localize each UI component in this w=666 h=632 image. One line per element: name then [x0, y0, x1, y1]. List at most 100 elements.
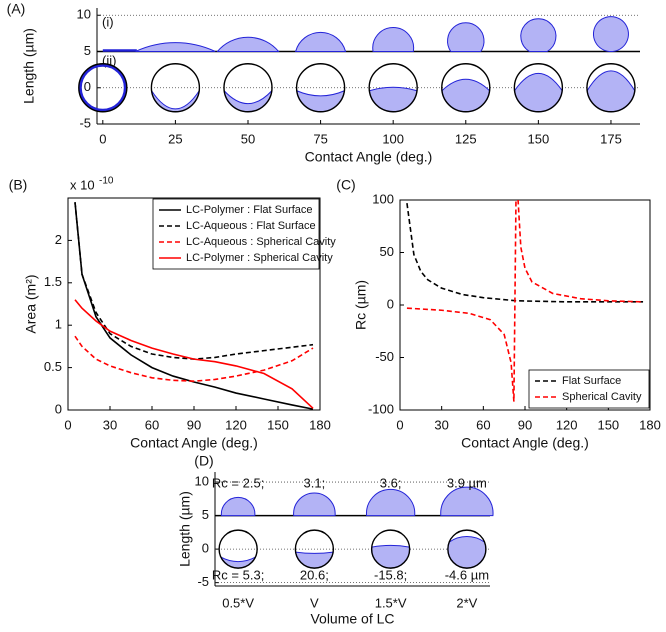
y-multiplier: x 10	[70, 177, 95, 192]
legend-label: Flat Surface	[562, 375, 621, 387]
rc-label: 3.1;	[304, 475, 326, 490]
panel: (C) -100 -50 0 50 100 0 30 60 90 120 150 180 Contact …	[336, 177, 661, 451]
axes-frame	[399, 199, 651, 411]
y-tick-label: 2	[55, 232, 62, 247]
y-tick-label: 5	[202, 507, 209, 522]
x-tick-label: 125	[455, 131, 477, 146]
x-axis-label: Contact Angle (deg.)	[305, 149, 433, 165]
drop	[220, 496, 256, 517]
x-tick-label: 120	[556, 417, 578, 432]
panel-label: (D)	[194, 453, 213, 469]
x-tick-label: 150	[267, 417, 289, 432]
cavity-drop	[371, 544, 411, 569]
series-line	[406, 203, 644, 303]
legend-label: LC-Aqueous : Flat Surface	[186, 220, 316, 232]
y-tick-label: -5	[79, 115, 91, 130]
y-tick-label: 1	[55, 317, 62, 332]
x-tick-label: 175	[600, 131, 622, 146]
x-tick-label: 90	[187, 417, 201, 432]
legend-label: LC-Aqueous : Spherical Cavity	[186, 236, 336, 248]
drop	[593, 16, 629, 52]
panel-label: (A)	[7, 1, 26, 17]
cavity-drop	[368, 86, 418, 113]
y-tick-label: 50	[380, 244, 394, 259]
cavity	[150, 63, 201, 113]
rc-label: 3.6;	[380, 475, 402, 490]
panel: (B) 0 0.5 1 1.5 2 0 30 60 90 120 150 180 Contact Angl…	[9, 176, 337, 451]
y-tick-label: 10	[195, 473, 209, 488]
rc-label: Rc = 2.5;	[212, 475, 264, 490]
x-tick-label: 1.5*V	[375, 595, 407, 610]
y-tick-label: 10	[77, 7, 91, 22]
rc-label: Rc = 5.3;	[212, 567, 264, 582]
x-tick-label: 0	[64, 417, 71, 432]
y-tick-label: 100	[372, 191, 394, 206]
x-tick-label: 0	[99, 131, 106, 146]
panel-label: (B)	[9, 177, 28, 193]
y-tick-label: 0.5	[44, 359, 62, 374]
cavity	[78, 63, 128, 113]
x-tick-label: 100	[382, 131, 404, 146]
drop	[293, 492, 336, 517]
x-tick-label: 75	[313, 131, 327, 146]
cavity-drop	[295, 551, 334, 569]
x-tick-label: 30	[103, 417, 117, 432]
y-axis-label: Area (m²)	[23, 274, 39, 333]
x-tick-label: 150	[597, 417, 619, 432]
y-axis-label: Length (µm)	[177, 491, 193, 567]
panel-label: (C)	[336, 177, 355, 193]
cavity-drop	[441, 78, 491, 113]
x-tick-label: 2*V	[456, 595, 477, 610]
y-tick-label: -50	[375, 349, 394, 364]
x-tick-label: 180	[639, 417, 661, 432]
cavity	[368, 63, 418, 113]
row-label: (i)	[102, 14, 114, 29]
cavity-drop	[514, 73, 563, 113]
cavity	[218, 529, 258, 569]
cavity	[294, 529, 335, 569]
x-tick-label: 50	[241, 131, 255, 146]
drop	[372, 27, 415, 52]
y-axis-label: Rc (µm)	[353, 280, 369, 330]
series-line	[74, 335, 314, 382]
x-tick-label: 0.5*V	[222, 595, 254, 610]
drop	[294, 31, 347, 52]
series-line	[74, 299, 314, 409]
cavity-drop	[151, 90, 200, 113]
rc-label: -15.8;	[374, 567, 407, 582]
x-tick-label: 25	[168, 131, 182, 146]
x-tick-label: 30	[434, 417, 448, 432]
cavity-drop	[296, 89, 346, 113]
y-axis-label: Length (µm)	[21, 28, 37, 104]
cavity	[441, 63, 491, 113]
drop	[520, 18, 557, 52]
y-tick-label: 5	[84, 43, 91, 58]
x-tick-label: V	[310, 595, 319, 610]
x-tick-label: 60	[145, 417, 159, 432]
drop	[216, 36, 280, 52]
drop	[135, 42, 216, 52]
cavity	[370, 529, 411, 569]
legend-box	[528, 369, 650, 409]
cavity	[513, 63, 564, 113]
drop	[366, 488, 416, 517]
y-tick-label: 0	[55, 401, 62, 416]
rc-label: -4.6 µm	[445, 567, 489, 582]
y-tick-label: -5	[197, 574, 209, 589]
series-line	[406, 200, 644, 402]
drop	[447, 22, 485, 52]
legend-label: LC-Polymer : Flat Surface	[186, 204, 313, 216]
y-tick-label: 0	[84, 79, 91, 94]
y-multiplier-exponent: -10	[99, 176, 114, 187]
series-line	[74, 202, 314, 410]
cavity	[447, 529, 487, 569]
cavity-film	[78, 63, 127, 112]
x-axis-label: Contact Angle (deg.)	[130, 435, 258, 451]
legend-label: Spherical Cavity	[562, 391, 642, 403]
x-tick-label: 180	[309, 417, 331, 432]
cavity-drop	[223, 89, 273, 113]
x-tick-label: 0	[396, 417, 403, 432]
legend-label: LC-Polymer : Spherical Cavity	[186, 252, 333, 264]
